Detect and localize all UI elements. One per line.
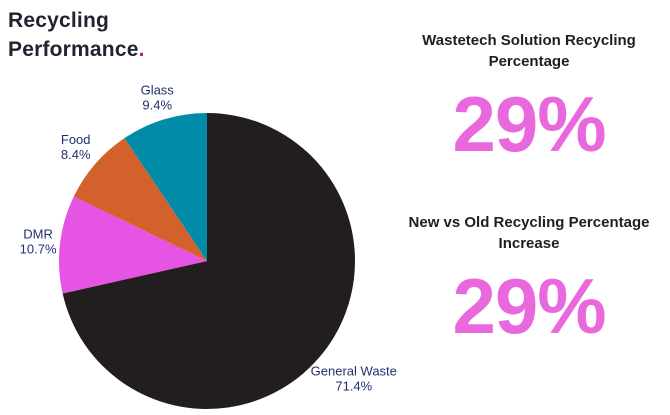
pie-slice-general-waste <box>62 113 355 409</box>
page-title-line2: Performance. <box>8 38 145 61</box>
pie-label-food: Food 8.4% <box>61 132 91 162</box>
pie-slice-food <box>73 138 207 261</box>
pie-chart-svg: General Waste 71.4% DMR 10.7% Food 8.4% Glass 9… <box>20 82 397 409</box>
pie-chart: General Waste 71.4% DMR 10.7% Food 8.4% Glass 9… <box>0 75 420 415</box>
pie-slice-glass <box>124 113 207 261</box>
title-accent-dot: . <box>138 38 145 61</box>
page-title: Recycling Performance. <box>8 6 145 64</box>
stats-panel: Wastetech Solution Recycling Percentage … <box>388 30 670 394</box>
stat-heading-increase: New vs Old Recycling Percentage Increase <box>408 214 650 252</box>
stat-wastetech-recycling: Wastetech Solution Recycling Percentage … <box>388 30 670 166</box>
pie-label-dmr: DMR 10.7% <box>20 227 57 257</box>
stat-value-wastetech: 29% <box>452 80 606 168</box>
pie-label-general-waste: General Waste 71.4% <box>311 363 397 393</box>
stat-new-vs-old-increase: New vs Old Recycling Percentage Increase… <box>388 212 670 348</box>
pie-slice-dmr <box>59 196 208 294</box>
page-title-line1: Recycling <box>8 9 110 32</box>
stat-heading-wastetech: Wastetech Solution Recycling Percentage <box>422 32 636 70</box>
stat-value-increase: 29% <box>452 262 606 350</box>
pie-label-glass: Glass 9.4% <box>141 82 175 112</box>
